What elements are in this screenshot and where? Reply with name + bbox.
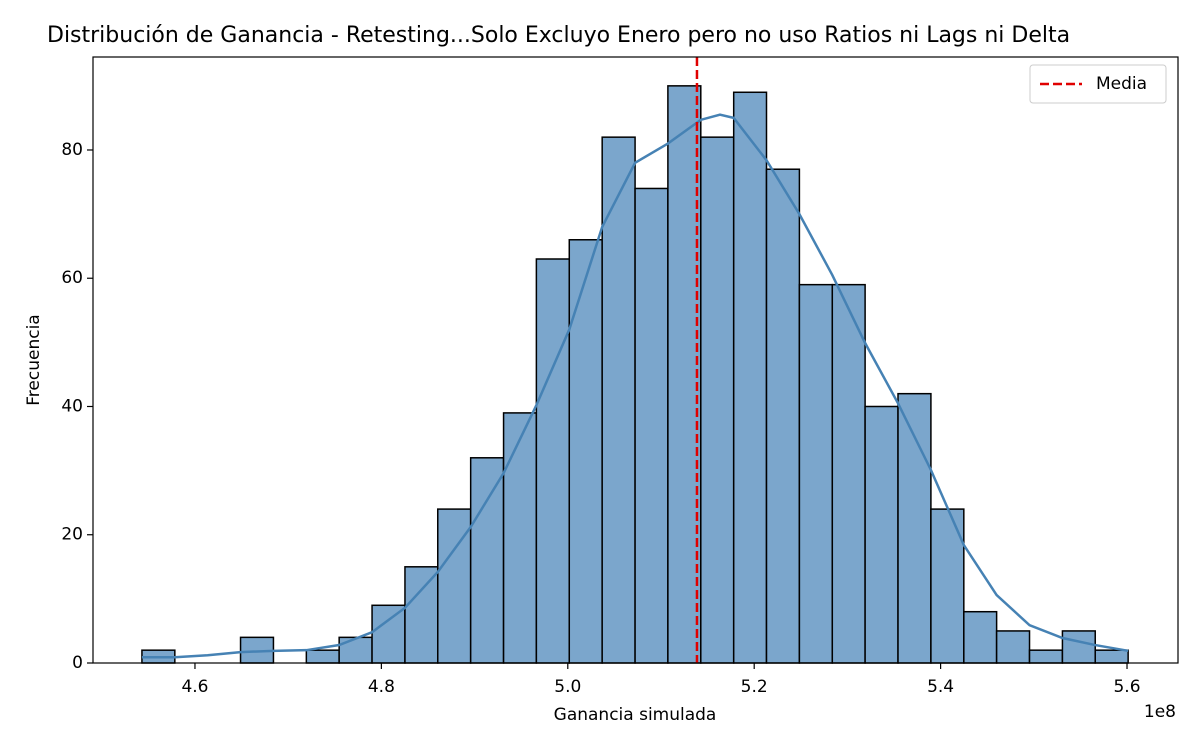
x-tick-label: 5.4 (927, 677, 954, 697)
bar (502, 412, 538, 664)
bar (634, 187, 669, 664)
bar (732, 91, 768, 664)
x-tick-label: 4.6 (181, 677, 208, 697)
y-tick-label: 20 (61, 525, 83, 545)
y-tick-label: 0 (72, 653, 83, 673)
bar (700, 136, 735, 664)
x-tick-label: 5.2 (741, 677, 768, 697)
bar (765, 168, 801, 664)
y-axis-label: Frecuencia (24, 314, 44, 405)
bar (305, 649, 340, 664)
bar (535, 258, 571, 664)
x-tick-label: 5.6 (1113, 677, 1140, 697)
bar (568, 239, 603, 664)
y-tick-label: 40 (61, 396, 83, 416)
bar (371, 604, 406, 664)
bar (995, 630, 1031, 664)
legend-box (1029, 64, 1167, 104)
bar (798, 283, 834, 664)
bar (1028, 649, 1064, 664)
bar (831, 283, 866, 664)
bar (404, 566, 439, 664)
plot-frame (92, 56, 1179, 664)
legend-label: Media (1096, 74, 1147, 94)
bar (1094, 649, 1129, 664)
bar (469, 457, 505, 664)
x-tick-label: 4.8 (368, 677, 395, 697)
bar (864, 405, 899, 664)
y-tick-label: 80 (61, 140, 83, 160)
y-tick-label: 60 (61, 268, 83, 288)
chart-title: Distribución de Ganancia - Retesting...S… (47, 23, 1070, 48)
x-offset-label: 1e8 (1144, 702, 1176, 722)
bar (1061, 630, 1096, 664)
kde-curve (141, 113, 1129, 659)
bar (963, 610, 998, 664)
x-tick-label: 5.0 (554, 677, 581, 697)
bar (338, 636, 373, 664)
x-axis-label: Ganancia simulada (554, 705, 717, 725)
